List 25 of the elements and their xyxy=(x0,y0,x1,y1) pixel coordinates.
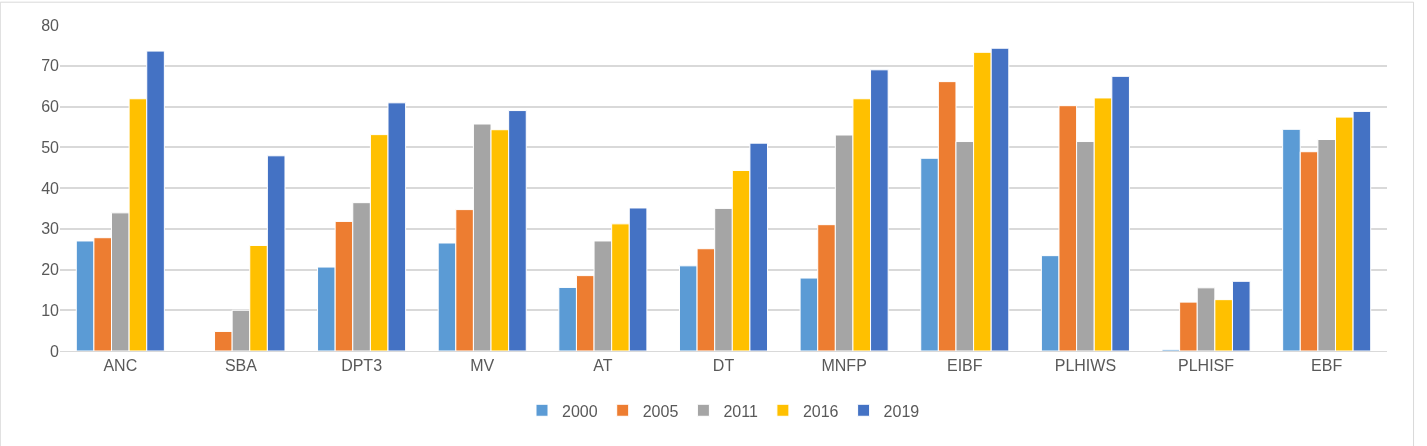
x-tick-label: EIBF xyxy=(946,357,983,375)
x-tick-label: SBA xyxy=(224,357,258,375)
legend-label: 2016 xyxy=(802,402,839,420)
y-tick-label: 60 xyxy=(41,98,60,116)
y-tick-label: 70 xyxy=(41,57,60,75)
legend-label: 2019 xyxy=(883,402,920,420)
y-tick-label: 50 xyxy=(41,138,60,156)
y-tick-label: 80 xyxy=(41,16,60,34)
x-tick-label: PLHIWS xyxy=(1054,357,1117,375)
legend-label: 2011 xyxy=(723,402,758,420)
x-tick-label: ANC xyxy=(103,357,138,375)
x-tick-label: EBF xyxy=(1311,357,1343,375)
y-tick-label: 40 xyxy=(41,179,60,197)
x-tick-label: DPT3 xyxy=(341,357,383,375)
y-tick-label: 10 xyxy=(41,301,60,319)
legend-label: 2005 xyxy=(642,402,679,420)
y-tick-label: 30 xyxy=(41,220,60,238)
x-tick-label: MV xyxy=(470,357,495,375)
y-tick-label: 0 xyxy=(50,342,60,360)
y-tick-label: 20 xyxy=(41,261,60,279)
x-tick-label: MNFP xyxy=(821,357,867,375)
x-tick-label: DT xyxy=(712,357,735,375)
legend-label: 2000 xyxy=(562,402,598,420)
x-tick-label: AT xyxy=(593,357,613,375)
x-tick-label: PLHISF xyxy=(1178,357,1235,375)
